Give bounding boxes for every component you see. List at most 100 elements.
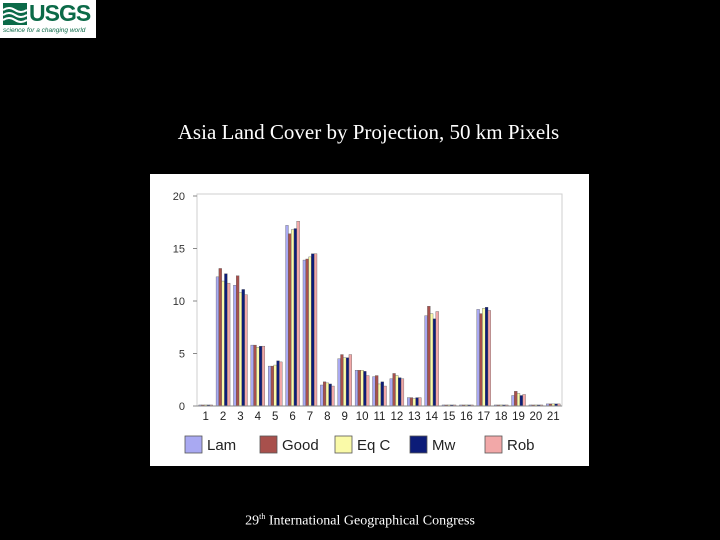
bar-mw-13 [415, 397, 419, 407]
bar-eq-c-19 [516, 393, 521, 407]
footer-number: 29 [245, 513, 260, 529]
bar-mw-10 [363, 371, 367, 407]
bar-eq-c-14 [430, 313, 434, 407]
legend-label-eq-c: Eq C [357, 437, 391, 454]
bar-mw-6 [293, 228, 297, 407]
bar-rob-8 [331, 385, 335, 407]
bar-good-6 [288, 233, 292, 407]
x-tick-label: 4 [255, 411, 262, 423]
legend-swatch-good [259, 435, 278, 454]
bar-rob-11 [383, 385, 387, 407]
bar-good-5 [270, 365, 274, 407]
bar-good-2 [218, 268, 222, 407]
legend-label-rob: Rob [507, 437, 535, 454]
bar-mw-7 [311, 253, 315, 407]
bar-eq-c-17 [482, 308, 486, 407]
bar-rob-3 [244, 294, 248, 407]
legend-swatch-eq-c [334, 435, 353, 454]
bar-eq-c-5 [273, 364, 277, 407]
bar-lam-7 [302, 259, 306, 407]
bar-rob-2 [227, 282, 231, 407]
bar-mw-8 [328, 383, 332, 407]
bar-good-14 [427, 306, 431, 407]
bar-lam-13 [407, 397, 411, 407]
bar-rob-13 [418, 397, 422, 407]
y-tick-label: 15 [173, 244, 185, 256]
bar-lam-2 [215, 276, 220, 407]
bar-mw-2 [224, 273, 228, 407]
bar-lam-6 [285, 225, 289, 407]
usgs-wave-icon [3, 3, 27, 25]
x-tick-label: 5 [272, 411, 278, 423]
y-tick-label: 0 [179, 401, 185, 413]
x-tick-label: 13 [408, 411, 421, 423]
bar-lam-4 [250, 344, 254, 407]
y-tick-label: 20 [173, 191, 185, 203]
x-tick-label: 19 [512, 411, 525, 423]
slide-footer: 29th International Geographical Congress [0, 512, 720, 530]
footer-ordinal: th [259, 512, 266, 521]
bar-eq-c-12 [395, 375, 399, 407]
bar-eq-c-6 [291, 229, 295, 407]
bar-good-19 [514, 391, 518, 407]
bar-lam-11 [372, 376, 376, 407]
bar-good-10 [357, 370, 361, 407]
bar-eq-c-9 [343, 357, 347, 407]
x-tick-label: 8 [324, 411, 330, 423]
bar-lam-8 [320, 384, 324, 407]
bar-good-13 [409, 397, 414, 407]
bar-rob-5 [279, 361, 283, 407]
x-tick-label: 14 [425, 411, 438, 423]
bar-rob-14 [435, 311, 439, 407]
bar-lam-17 [476, 309, 480, 407]
bar-good-12 [392, 373, 396, 407]
x-tick-label: 11 [374, 411, 386, 423]
bar-eq-c-13 [412, 398, 416, 407]
x-tick-label: 12 [390, 411, 403, 423]
bar-rob-19 [522, 394, 526, 407]
bar-lam-5 [268, 365, 272, 407]
bar-good-17 [479, 313, 483, 407]
bar-rob-6 [296, 221, 300, 407]
usgs-logo: USGS science for a changing world [0, 0, 96, 38]
bar-eq-c-7 [308, 256, 312, 407]
bar-chart: 0 5 10 15 20 1 2 3 4 5 6 7 8 9 10 11 12 13 14 15 16 17 18 19 20 2… [150, 174, 589, 466]
bar-mw-4 [259, 345, 263, 407]
bar-lam-3 [233, 285, 237, 407]
bar-good-11 [375, 375, 379, 407]
bar-rob-4 [261, 345, 266, 407]
bar-mw-12 [398, 377, 402, 407]
bar-eq-c-10 [360, 370, 364, 407]
bar-eq-c-2 [221, 280, 225, 407]
x-tick-label: 10 [356, 411, 369, 423]
x-tick-label: 1 [202, 411, 208, 423]
bar-lam-9 [337, 358, 341, 407]
legend-swatch-lam [184, 435, 203, 454]
x-tick-label: 6 [289, 411, 295, 423]
bar-lam-14 [424, 315, 428, 407]
logo-tagline: science for a changing world [3, 27, 86, 34]
legend-label-lam: Lam [207, 437, 236, 454]
legend-label-good: Good [282, 437, 319, 454]
x-tick-label: 3 [237, 411, 243, 423]
bar-lam-12 [389, 378, 393, 407]
bar-eq-c-11 [377, 383, 382, 407]
bar-good-8 [322, 381, 327, 407]
bar-mw-17 [485, 307, 489, 407]
x-tick-label: 18 [495, 411, 508, 423]
y-tick-label: 10 [173, 296, 185, 308]
bar-eq-c-8 [325, 382, 329, 407]
slide-title: Asia Land Cover by Projection, 50 km Pix… [177, 120, 560, 144]
x-tick-label: 9 [342, 411, 348, 423]
bar-good-4 [253, 344, 257, 407]
legend-swatch-mw [409, 435, 428, 454]
legend-swatch-rob [484, 435, 503, 454]
bar-lam-19 [511, 395, 515, 407]
bar-good-7 [305, 258, 309, 407]
bar-rob-10 [366, 375, 370, 407]
x-tick-label: 7 [307, 411, 313, 423]
bar-rob-12 [400, 378, 405, 407]
bar-rob-7 [314, 253, 318, 407]
bar-rob-9 [348, 354, 352, 407]
bar-mw-14 [432, 318, 437, 407]
